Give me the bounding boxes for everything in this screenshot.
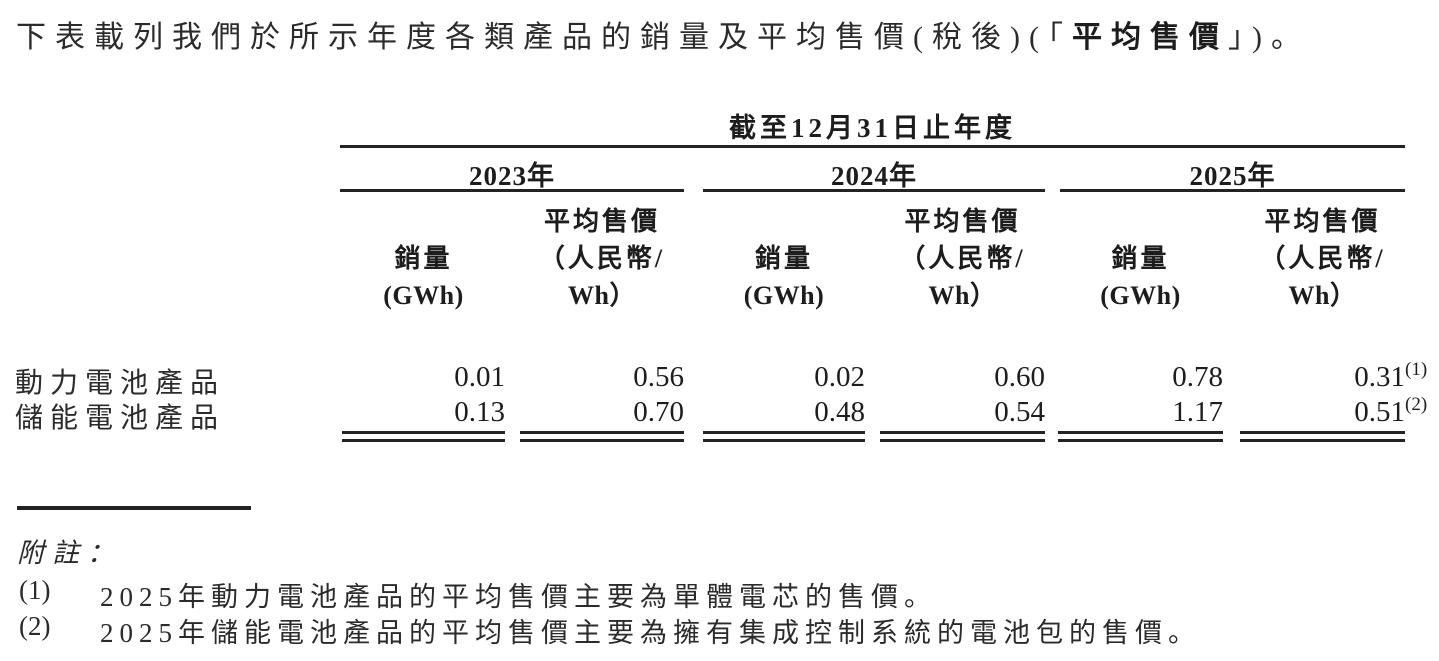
- footnote-ref-1: (1): [1405, 359, 1428, 380]
- asp-label: 平均售價: [904, 207, 1021, 236]
- footnote-ref-2: (2): [1405, 394, 1428, 415]
- total-double-rule: [1240, 431, 1405, 442]
- total-double-rule: [1058, 431, 1223, 442]
- cell-2023-asp-storage: 0.70: [633, 396, 684, 428]
- year-header-2023: 2023年: [469, 161, 555, 191]
- column-header-asp-2024: 平均售價 （人民幣/ Wh）: [880, 202, 1045, 314]
- intro-paragraph: 下表載列我們於所示年度各類產品的銷量及平均售價(稅後)(「平均售價」)。: [16, 12, 1310, 56]
- volume-label: 銷量: [394, 244, 453, 273]
- total-double-rule: [703, 431, 865, 442]
- cell-2024-volume-storage: 0.48: [814, 396, 865, 428]
- note-2-marker: (2): [19, 611, 51, 641]
- year-rule-2023: [340, 189, 684, 192]
- intro-text-post: 」)。: [1227, 21, 1310, 54]
- total-double-rule: [880, 431, 1045, 442]
- cell-2025-asp-storage: 0.51 (2): [1240, 394, 1427, 429]
- volume-label: 銷量: [1111, 244, 1170, 273]
- cell-2024-asp-storage: 0.54: [994, 396, 1045, 428]
- cell-2024-volume-power: 0.02: [814, 361, 865, 393]
- asp-label: 平均售價: [543, 207, 660, 236]
- asp-unit-line2: Wh）: [1288, 281, 1357, 310]
- column-header-volume-2024: 銷量 (GWh): [703, 202, 865, 314]
- column-header-volume-2023: 銷量 (GWh): [342, 202, 505, 314]
- cell-2025-asp-power: 0.31 (1): [1240, 359, 1427, 394]
- intro-bold-term: 平均售價: [1071, 21, 1228, 54]
- note-1-marker: (1): [19, 575, 51, 605]
- asp-unit-line2: Wh）: [928, 281, 997, 310]
- cell-2023-volume-power: 0.01: [454, 361, 505, 393]
- notes-heading: 附註：: [17, 538, 122, 568]
- volume-unit: (GWh): [743, 281, 825, 310]
- total-double-rule: [520, 431, 684, 442]
- asp-label: 平均售價: [1264, 207, 1381, 236]
- asp-unit-line1: （人民幣/: [1259, 244, 1386, 273]
- note-2-text: 2025年儲能電池產品的平均售價主要為擁有集成控制系統的電池包的售價。: [100, 618, 1201, 648]
- cell-2025-volume-power: 0.78: [1172, 361, 1223, 393]
- intro-text-pre: 下表載列我們於所示年度各類產品的銷量及平均售價(稅後)(「: [16, 21, 1072, 54]
- volume-unit: (GWh): [383, 281, 464, 310]
- note-1-text: 2025年動力電池產品的平均售價主要為單體電芯的售價。: [100, 582, 937, 612]
- row-label-power-battery: 動力電池產品: [15, 368, 226, 399]
- volume-unit: (GWh): [1100, 281, 1181, 310]
- asp-unit-line1: （人民幣/: [899, 244, 1026, 273]
- column-header-asp-2023: 平均售價 （人民幣/ Wh）: [520, 202, 684, 314]
- column-header-volume-2025: 銷量 (GWh): [1058, 202, 1223, 314]
- year-header-2024: 2024年: [831, 161, 917, 191]
- notes-separator-rule: [17, 506, 251, 510]
- table-spanner-header: 截至12月31日止年度: [729, 113, 1016, 143]
- cell-2024-asp-power: 0.60: [994, 361, 1045, 393]
- year-rule-2024: [703, 189, 1045, 192]
- total-double-rule: [342, 431, 505, 442]
- spanner-rule: [340, 145, 1405, 148]
- year-header-2025: 2025年: [1189, 161, 1276, 191]
- row-label-storage-battery: 儲能電池產品: [15, 403, 226, 434]
- column-header-asp-2025: 平均售價 （人民幣/ Wh）: [1240, 202, 1405, 314]
- asp-unit-line1: （人民幣/: [538, 244, 666, 273]
- cell-2025-volume-storage: 1.17: [1172, 396, 1223, 428]
- cell-value: 0.31: [1354, 361, 1405, 393]
- year-rule-2025: [1060, 189, 1405, 192]
- cell-2023-volume-storage: 0.13: [454, 396, 505, 428]
- cell-value: 0.51: [1354, 396, 1405, 428]
- cell-2023-asp-power: 0.56: [633, 361, 684, 393]
- volume-label: 銷量: [754, 244, 813, 273]
- asp-unit-line2: Wh）: [568, 281, 636, 310]
